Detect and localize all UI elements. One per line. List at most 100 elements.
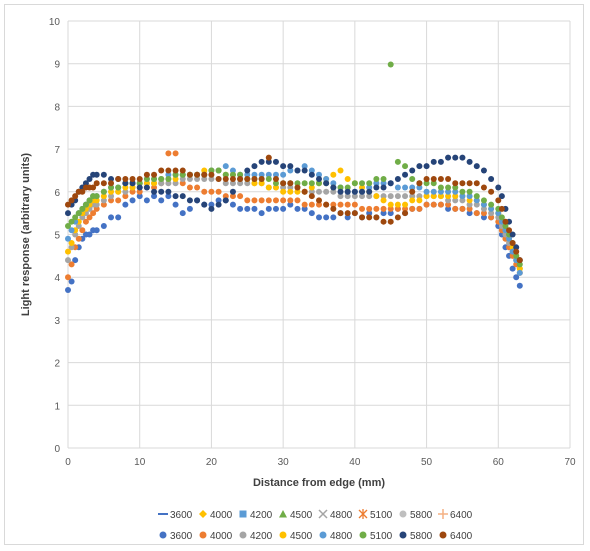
- data-point-5800: [179, 193, 186, 200]
- data-point-5100: [373, 175, 380, 182]
- data-point-4000: [337, 201, 344, 208]
- legend-label: 4000: [210, 510, 233, 521]
- data-point-4200: [308, 188, 315, 195]
- data-point-4500: [452, 193, 459, 200]
- data-point-4800: [222, 163, 229, 170]
- data-point-4200: [466, 201, 473, 208]
- grid-lines: [67, 20, 571, 449]
- data-point-5800: [459, 154, 466, 161]
- data-point-4000: [86, 214, 93, 221]
- data-point-5100: [394, 158, 401, 165]
- legend-label: 3600: [170, 510, 193, 521]
- legend-marker-x-icon: [318, 509, 328, 519]
- data-point-5800: [301, 167, 308, 174]
- data-point-3600: [108, 214, 115, 221]
- data-point-4800: [409, 184, 416, 191]
- data-point-5100: [301, 180, 308, 187]
- legend-marker-square-icon: [239, 510, 247, 518]
- data-point-4200: [287, 184, 294, 191]
- data-point-4800: [473, 197, 480, 204]
- data-point-5800: [344, 188, 351, 195]
- data-point-4800: [258, 171, 265, 178]
- data-point-4500: [115, 188, 122, 195]
- data-point-5100: [516, 261, 523, 268]
- data-point-4000: [301, 201, 308, 208]
- data-point-6400: [402, 210, 409, 217]
- data-point-5800: [445, 154, 452, 161]
- data-point-4800: [323, 175, 330, 182]
- data-point-4000: [452, 205, 459, 212]
- data-point-6400: [330, 205, 337, 212]
- data-point-5800: [258, 158, 265, 165]
- data-point-5100: [402, 163, 409, 170]
- data-point-4000: [237, 193, 244, 200]
- data-point-6400: [294, 184, 301, 191]
- data-point-3600: [323, 214, 330, 221]
- data-point-4500: [516, 265, 523, 272]
- data-point-4500: [466, 197, 473, 204]
- data-point-5100: [208, 167, 215, 174]
- data-point-4800: [229, 167, 236, 174]
- data-point-5800: [488, 175, 495, 182]
- data-point-3600: [344, 214, 351, 221]
- data-point-5100: [294, 180, 301, 187]
- data-point-4200: [387, 193, 394, 200]
- data-point-5800: [222, 197, 229, 204]
- data-point-5100: [473, 193, 480, 200]
- y-tick-label: 8: [54, 102, 60, 113]
- data-point-6400: [506, 227, 513, 234]
- data-point-5800: [380, 184, 387, 191]
- data-point-6400: [423, 175, 430, 182]
- data-point-6400: [480, 184, 487, 191]
- data-point-3600: [509, 265, 516, 272]
- data-point-4200: [108, 193, 115, 200]
- data-point-3600: [445, 205, 452, 212]
- data-point-6400: [344, 210, 351, 217]
- data-point-4200: [100, 197, 107, 204]
- data-point-4800: [394, 184, 401, 191]
- data-point-4200: [459, 197, 466, 204]
- x-tick-label: 10: [134, 457, 146, 468]
- data-point-4800: [416, 184, 423, 191]
- data-point-5800: [308, 171, 315, 178]
- data-point-5100: [502, 222, 509, 229]
- data-point-5800: [229, 188, 236, 195]
- data-point-5100: [237, 171, 244, 178]
- data-point-6400: [498, 205, 505, 212]
- x-tick-label: 40: [349, 457, 361, 468]
- data-point-4500: [409, 197, 416, 204]
- data-point-4000: [473, 210, 480, 217]
- data-point-3600: [366, 210, 373, 217]
- data-point-4000: [208, 188, 215, 195]
- data-point-6400: [179, 167, 186, 174]
- data-point-5800: [294, 167, 301, 174]
- data-point-6400: [65, 201, 71, 208]
- data-point-6400: [229, 175, 236, 182]
- y-tick-label: 0: [54, 444, 60, 455]
- data-point-4000: [93, 205, 100, 212]
- data-point-4200: [359, 193, 366, 200]
- data-point-4200: [194, 175, 201, 182]
- data-point-4200: [344, 193, 351, 200]
- data-point-5100: [430, 180, 437, 187]
- data-point-3600: [237, 205, 244, 212]
- data-point-6400: [136, 175, 143, 182]
- data-point-6400: [502, 218, 509, 225]
- data-point-3600: [301, 205, 308, 212]
- data-point-5100: [272, 180, 279, 187]
- data-point-4000: [165, 150, 172, 157]
- legend-label: 4000: [210, 531, 233, 542]
- data-point-4800: [495, 210, 502, 217]
- data-point-6400: [409, 188, 416, 195]
- data-point-5100: [445, 184, 452, 191]
- data-point-6400: [222, 175, 229, 182]
- data-point-4800: [380, 180, 387, 187]
- data-point-3600: [100, 222, 107, 229]
- data-point-3600: [330, 214, 337, 221]
- data-point-5800: [480, 167, 487, 174]
- data-point-4500: [287, 188, 294, 195]
- data-point-6400: [201, 171, 208, 178]
- data-point-3600: [229, 201, 236, 208]
- data-point-6400: [473, 180, 480, 187]
- data-point-3600: [208, 201, 215, 208]
